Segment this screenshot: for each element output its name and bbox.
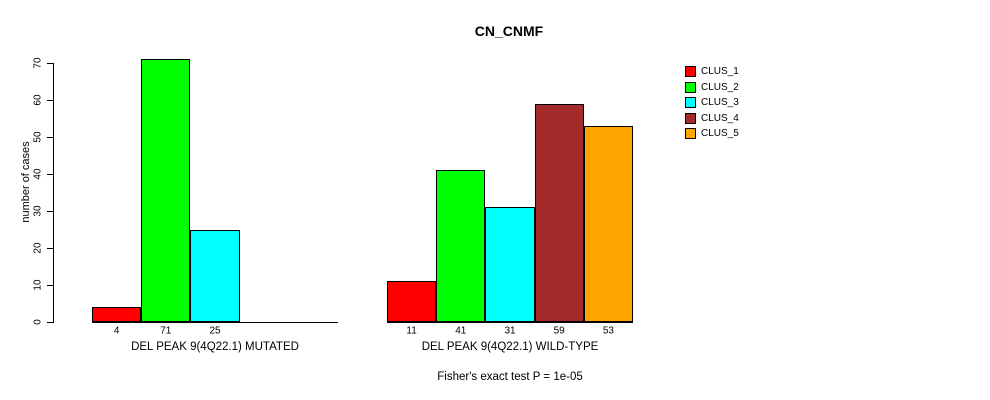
y-tick-mark: [47, 137, 53, 138]
group-label: DEL PEAK 9(4Q22.1) WILD-TYPE: [421, 341, 599, 353]
bar: [534, 103, 584, 322]
legend: CLUS_1 CLUS_2 CLUS_3 CLUS_4 CLUS_5: [685, 64, 739, 142]
y-tick-mark: [47, 100, 53, 101]
legend-item: CLUS_1: [685, 64, 739, 80]
bar-value-label: 53: [602, 325, 614, 337]
legend-swatch: [685, 66, 696, 78]
legend-label: CLUS_4: [701, 112, 739, 124]
y-tick-label: 10: [32, 279, 44, 291]
fisher-test-annotation: Fisher's exact test P = 1e-05: [437, 371, 583, 383]
y-tick-mark: [47, 248, 53, 249]
bar-value-label: 25: [209, 325, 221, 337]
x-baseline: [92, 322, 338, 323]
bar: [190, 229, 240, 322]
legend-swatch: [685, 97, 696, 109]
y-tick-mark: [47, 322, 53, 323]
y-tick-label: 70: [32, 57, 44, 69]
y-tick-label: 30: [32, 205, 44, 217]
legend-label: CLUS_3: [701, 97, 739, 109]
y-tick-mark: [47, 63, 53, 64]
bar-value-label: 41: [455, 325, 467, 337]
group-label: DEL PEAK 9(4Q22.1) MUTATED: [131, 341, 299, 353]
y-tick-label: 40: [32, 168, 44, 180]
y-tick-mark: [47, 285, 53, 286]
legend-label: CLUS_5: [701, 128, 739, 140]
y-axis-label: number of cases: [20, 141, 32, 223]
bar: [583, 125, 633, 322]
bar-value-label: 11: [406, 325, 417, 337]
legend-swatch: [685, 112, 696, 124]
legend-swatch: [685, 81, 696, 93]
bar-value-label: 71: [160, 325, 172, 337]
y-tick-mark: [47, 211, 53, 212]
legend-item: CLUS_4: [685, 111, 739, 127]
y-tick-label: 20: [32, 242, 44, 254]
bar-value-label: 59: [553, 325, 565, 337]
legend-item: CLUS_5: [685, 126, 739, 142]
legend-label: CLUS_2: [701, 81, 739, 93]
bar: [92, 307, 142, 322]
chart-title: CN_CNMF: [474, 23, 544, 39]
bar: [387, 281, 437, 322]
y-tick-label: 60: [32, 94, 44, 106]
bar-value-label: 31: [504, 325, 516, 337]
legend-label: CLUS_1: [701, 66, 739, 78]
legend-item: CLUS_3: [685, 95, 739, 111]
legend-swatch: [685, 128, 696, 140]
bar-value-label: 4: [113, 325, 120, 337]
y-tick-label: 50: [32, 131, 44, 143]
bar: [141, 59, 191, 322]
x-baseline: [387, 322, 633, 323]
bar: [436, 170, 486, 322]
bar: [485, 207, 535, 322]
y-axis-line: [53, 63, 54, 323]
y-tick-mark: [47, 174, 53, 175]
legend-item: CLUS_2: [685, 80, 739, 96]
y-tick-label: 0: [32, 319, 44, 325]
